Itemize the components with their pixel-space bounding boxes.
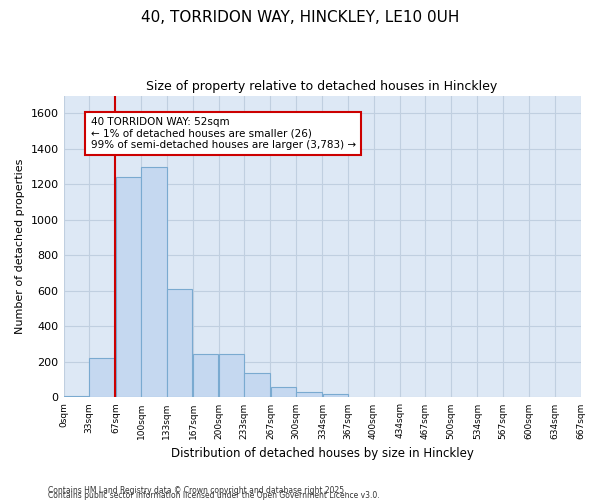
Bar bbox=[167, 289, 192, 398]
Bar bbox=[64, 396, 89, 398]
Bar bbox=[218, 354, 244, 398]
Bar bbox=[323, 394, 348, 398]
Bar bbox=[116, 177, 141, 398]
Text: Contains public sector information licensed under the Open Government Licence v3: Contains public sector information licen… bbox=[48, 491, 380, 500]
Bar bbox=[89, 358, 115, 398]
X-axis label: Distribution of detached houses by size in Hinckley: Distribution of detached houses by size … bbox=[170, 447, 473, 460]
Y-axis label: Number of detached properties: Number of detached properties bbox=[15, 159, 25, 334]
Title: Size of property relative to detached houses in Hinckley: Size of property relative to detached ho… bbox=[146, 80, 497, 93]
Bar bbox=[141, 166, 167, 398]
Bar bbox=[296, 392, 322, 398]
Bar bbox=[193, 354, 218, 398]
Bar bbox=[271, 387, 296, 398]
Text: Contains HM Land Registry data © Crown copyright and database right 2025.: Contains HM Land Registry data © Crown c… bbox=[48, 486, 347, 495]
Bar bbox=[244, 372, 269, 398]
Text: 40 TORRIDON WAY: 52sqm
← 1% of detached houses are smaller (26)
99% of semi-deta: 40 TORRIDON WAY: 52sqm ← 1% of detached … bbox=[91, 117, 356, 150]
Text: 40, TORRIDON WAY, HINCKLEY, LE10 0UH: 40, TORRIDON WAY, HINCKLEY, LE10 0UH bbox=[141, 10, 459, 25]
